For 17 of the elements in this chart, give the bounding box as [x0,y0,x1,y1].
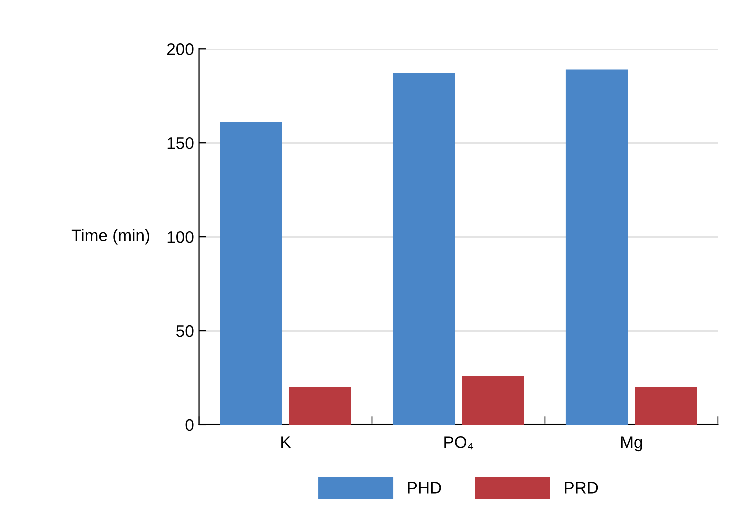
bar [220,122,282,425]
bar [635,387,698,425]
x-tick-label: PO₄ [444,436,474,450]
legend-label: PHD [408,482,442,494]
y-tick-label: 100 [168,231,194,244]
y-axis-title: Time (min) [72,229,150,245]
x-tick-label: Mg [621,436,642,452]
bar [392,74,456,425]
legend-label: PRD [565,482,598,494]
y-tick-label: 0 [186,419,194,432]
x-tick-label: K [282,436,292,448]
bar [462,376,524,425]
y-tick-label: 150 [168,137,194,150]
bar [289,387,352,425]
y-tick-label: 200 [167,44,194,56]
bar [566,70,628,425]
y-tick-label: 50 [176,325,194,338]
